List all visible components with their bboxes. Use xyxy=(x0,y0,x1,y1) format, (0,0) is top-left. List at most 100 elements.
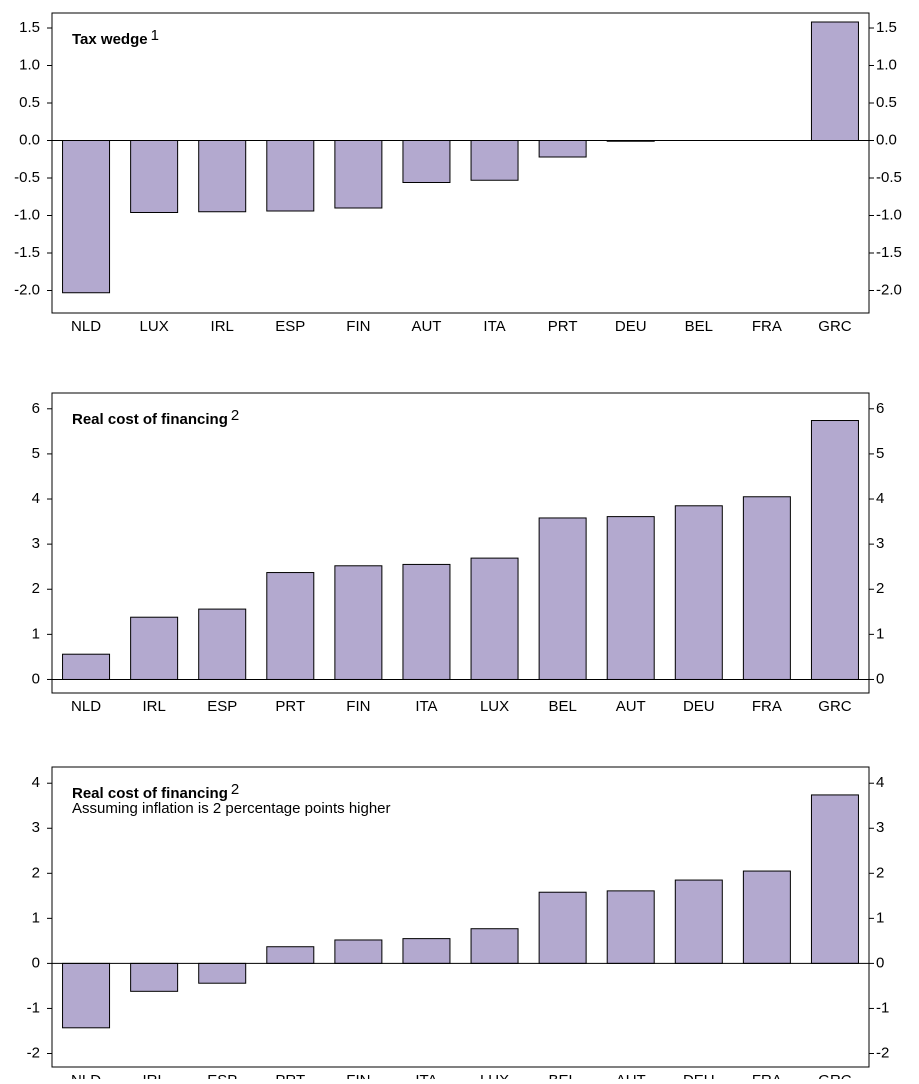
y-tick-label: 2 xyxy=(32,864,40,881)
title-superscript: 2 xyxy=(231,781,239,798)
bar xyxy=(266,572,315,680)
y2-tick-label: 0 xyxy=(876,670,884,687)
title-text: Tax wedge xyxy=(72,31,148,48)
bar xyxy=(130,962,179,992)
x-tick-label: DEU xyxy=(683,1072,715,1079)
x-tick-label: BEL xyxy=(548,698,576,715)
y2-tick-label: -1 xyxy=(876,999,889,1016)
bar xyxy=(130,616,179,680)
y-tick-label: 0 xyxy=(32,670,40,687)
x-tick-label: FIN xyxy=(346,318,370,335)
y-tick-label: 0.0 xyxy=(19,131,40,148)
bar xyxy=(674,879,723,964)
y-tick-label: 1 xyxy=(32,909,40,926)
title-text: Real cost of financing xyxy=(72,785,228,802)
x-tick-label: FIN xyxy=(346,1072,370,1079)
y2-tick-label: 5 xyxy=(876,445,884,462)
y-tick-label: 2 xyxy=(32,580,40,597)
x-tick-label: LUX xyxy=(480,698,509,715)
x-tick-label: ITA xyxy=(415,698,437,715)
x-tick-label: DEU xyxy=(615,318,647,335)
x-tick-label: PRT xyxy=(548,318,578,335)
bar xyxy=(470,140,519,181)
bar xyxy=(198,962,247,984)
y2-tick-label: 0.0 xyxy=(876,131,897,148)
plot-frame xyxy=(51,12,870,314)
x-tick-label: AUT xyxy=(411,318,441,335)
title-superscript: 2 xyxy=(231,407,239,424)
y2-tick-label: 3 xyxy=(876,819,884,836)
x-tick-label: BEL xyxy=(548,1072,576,1079)
y2-tick-label: 4 xyxy=(876,490,884,507)
bar xyxy=(538,517,587,680)
bar xyxy=(810,794,859,964)
panel-title: Real cost of financing 2 xyxy=(72,781,239,802)
y2-tick-label: 0.5 xyxy=(876,94,897,111)
bar xyxy=(402,563,451,680)
bar xyxy=(470,928,519,964)
bar xyxy=(198,608,247,680)
x-tick-label: ITA xyxy=(415,1072,437,1079)
y2-tick-label: 1 xyxy=(876,625,884,642)
y-tick-label: 4 xyxy=(32,774,40,791)
x-tick-label: ESP xyxy=(275,318,305,335)
x-tick-label: IRL xyxy=(211,318,234,335)
x-tick-label: ITA xyxy=(483,318,505,335)
x-tick-label: NLD xyxy=(71,318,101,335)
y-tick-label: -1.0 xyxy=(14,206,40,223)
y2-tick-label: -2 xyxy=(876,1044,889,1061)
y2-tick-label: -0.5 xyxy=(876,169,902,186)
x-tick-label: BEL xyxy=(685,318,713,335)
panel-title: Tax wedge 1 xyxy=(72,27,159,48)
y2-tick-label: 2 xyxy=(876,580,884,597)
bar xyxy=(606,890,655,964)
x-tick-label: IRL xyxy=(142,698,165,715)
y2-tick-label: -1.5 xyxy=(876,244,902,261)
bar xyxy=(130,140,179,213)
y-tick-label: -1.5 xyxy=(14,244,40,261)
x-tick-label: FIN xyxy=(346,698,370,715)
y-tick-label: 4 xyxy=(32,490,40,507)
x-tick-label: FRA xyxy=(752,1072,782,1079)
y-tick-label: -0.5 xyxy=(14,169,40,186)
y2-tick-label: -1.0 xyxy=(876,206,902,223)
bar xyxy=(674,505,723,680)
y-tick-label: -2.0 xyxy=(14,281,40,298)
x-tick-label: AUT xyxy=(616,1072,646,1079)
title-superscript: 1 xyxy=(151,27,159,44)
x-tick-label: FRA xyxy=(752,318,782,335)
y2-tick-label: 0 xyxy=(876,954,884,971)
bar xyxy=(62,653,111,680)
bar xyxy=(606,516,655,680)
y-tick-label: 1.0 xyxy=(19,56,40,73)
bar xyxy=(742,496,791,680)
bar xyxy=(810,420,859,680)
y2-tick-label: 1.0 xyxy=(876,56,897,73)
bar xyxy=(62,962,111,1029)
bar xyxy=(266,946,315,964)
x-tick-label: DEU xyxy=(683,698,715,715)
y-tick-label: -2 xyxy=(27,1044,40,1061)
x-tick-label: ESP xyxy=(207,698,237,715)
bar xyxy=(538,140,587,158)
bar xyxy=(810,21,859,141)
y-tick-label: 6 xyxy=(32,400,40,417)
x-tick-label: IRL xyxy=(142,1072,165,1079)
bar xyxy=(266,140,315,212)
x-tick-label: NLD xyxy=(71,1072,101,1079)
x-tick-label: GRC xyxy=(818,1072,852,1079)
y-tick-label: 5 xyxy=(32,445,40,462)
plot-frame xyxy=(51,392,870,694)
x-tick-label: GRC xyxy=(818,318,852,335)
y2-tick-label: 3 xyxy=(876,535,884,552)
y-tick-label: 0.5 xyxy=(19,94,40,111)
x-tick-label: FRA xyxy=(752,698,782,715)
y2-tick-label: 4 xyxy=(876,774,884,791)
x-tick-label: AUT xyxy=(616,698,646,715)
bar xyxy=(742,870,791,964)
bar xyxy=(334,140,383,209)
y-tick-label: 3 xyxy=(32,819,40,836)
x-tick-label: PRT xyxy=(275,698,305,715)
